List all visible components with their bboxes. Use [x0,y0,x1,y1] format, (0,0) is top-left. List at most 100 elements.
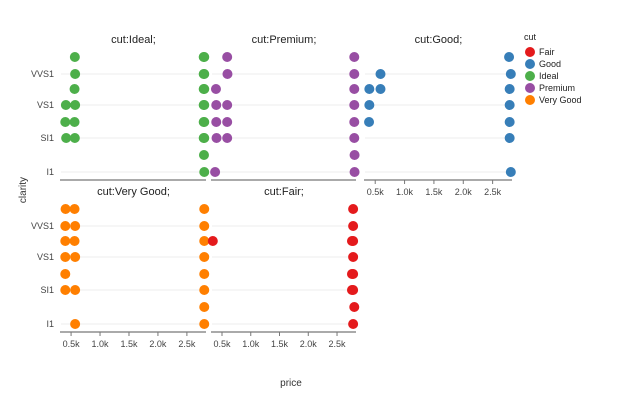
data-point [199,252,210,262]
data-point [199,204,210,214]
data-point [69,52,80,62]
data-point [210,84,221,94]
data-point [348,319,359,329]
data-point [199,302,210,312]
legend-swatch [525,95,535,105]
x-tick-label: 0.5k [213,339,231,349]
data-point [60,236,71,246]
data-point [348,221,359,231]
data-point [60,252,71,262]
x-tick-label: 2.0k [149,339,167,349]
x-tick-label: 2.5k [329,339,347,349]
data-point [504,133,515,143]
data-point [364,117,375,127]
data-point [70,100,81,110]
x-tick-label: 1.5k [120,339,138,349]
y-tick-label: I1 [46,319,54,329]
y-tick-label: I1 [46,167,54,177]
y-tick-label: VS1 [37,252,54,262]
x-tick-label: 0.5k [367,187,385,197]
data-point [504,117,515,127]
data-point [198,150,209,160]
data-point [69,84,80,94]
data-point [222,117,233,127]
x-tick-label: 1.0k [242,339,260,349]
legend-swatch [525,71,535,81]
x-tick-label: 2.5k [178,339,196,349]
y-axis-title: clarity [18,177,29,203]
data-point [198,52,209,62]
x-tick-label: 2.0k [300,339,318,349]
data-point [61,133,72,143]
data-point [505,167,516,177]
data-point [60,117,71,127]
data-point [504,84,515,94]
data-point [60,204,71,214]
x-tick-label: 1.0k [92,339,110,349]
data-point [69,117,80,127]
data-point [364,84,375,94]
data-point [505,69,516,79]
panel-title-premium: cut:Premium; [252,34,317,46]
data-point [60,221,71,231]
data-point [198,133,209,143]
data-point [199,236,210,246]
data-point [349,52,360,62]
data-point [69,133,80,143]
data-point [349,84,360,94]
data-point [375,69,386,79]
legend-label: Good [539,59,561,69]
panel-title-ideal: cut:Ideal; [111,34,156,46]
data-point [199,167,210,177]
data-point [349,150,360,160]
data-point [375,84,386,94]
data-point [198,69,209,79]
data-point [222,100,233,110]
data-point [198,100,209,110]
data-point [504,52,515,62]
data-point [70,221,81,231]
data-point [349,167,360,177]
data-point [348,269,359,279]
y-tick-label: SI1 [40,285,54,295]
data-point [199,319,210,329]
data-point [222,69,233,79]
x-tick-label: 1.5k [425,187,443,197]
data-point [198,84,209,94]
x-tick-label: 0.5k [63,339,81,349]
y-tick-label: VS1 [37,100,54,110]
y-tick-label: VVS1 [31,69,54,79]
data-point [70,252,81,262]
data-point [199,221,210,231]
data-point [70,319,81,329]
panel-title-fair: cut:Fair; [264,186,304,198]
data-point [69,204,80,214]
data-point [60,285,71,295]
data-point [199,285,210,295]
data-point [210,167,221,177]
legend-title: cut [524,32,537,42]
data-point [199,269,210,279]
data-point [70,69,81,79]
data-point [349,100,360,110]
data-point [348,252,359,262]
legend-label: Ideal [539,71,559,81]
data-point [60,269,71,279]
y-tick-label: SI1 [40,133,54,143]
legend-swatch [525,59,535,69]
data-point [349,302,360,312]
data-point [348,236,359,246]
data-point [70,285,81,295]
panel-title-good: cut:Good; [415,34,463,46]
data-point [504,100,515,110]
data-point [211,133,222,143]
data-point [222,52,233,62]
legend-swatch [525,83,535,93]
data-point [348,204,359,214]
legend-swatch [525,47,535,57]
legend-label: Fair [539,47,555,57]
panel-title-very-good: cut:Very Good; [97,186,170,198]
data-point [349,69,360,79]
x-tick-label: 2.0k [455,187,473,197]
